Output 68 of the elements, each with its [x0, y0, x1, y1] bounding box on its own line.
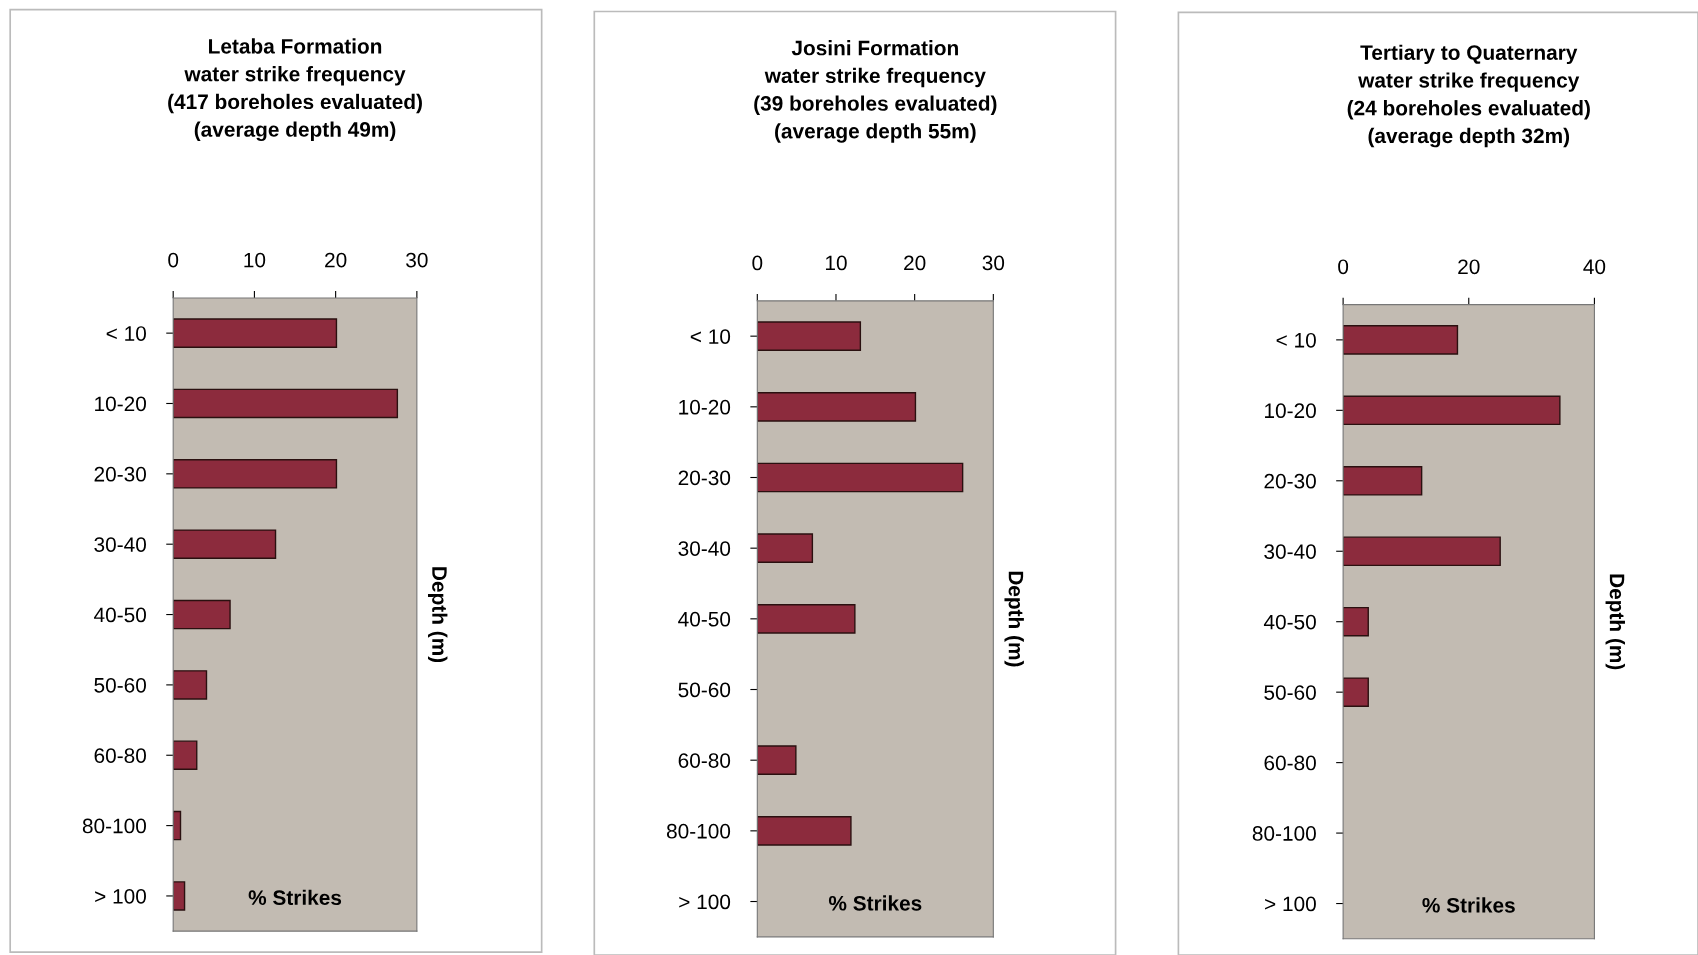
bar — [1343, 395, 1561, 426]
chart-title: Letaba Formation water strike frequency (417 boreholes evaluated) (average depth 49m) — [168, 38, 422, 142]
y-tick-label: 50-60 — [1264, 685, 1316, 700]
y-tick-label: 80-100 — [666, 823, 731, 839]
bar — [757, 604, 856, 634]
x-tick-label: 20 — [1458, 259, 1480, 275]
y-tick-label: 60-80 — [94, 748, 146, 763]
bar — [757, 392, 917, 422]
bar — [757, 321, 862, 351]
bar — [173, 388, 399, 419]
y-axis-title: Depth (m) — [427, 567, 448, 663]
x-tick-label: 10 — [244, 252, 266, 268]
y-tick-label: 80-100 — [82, 818, 146, 834]
y-tick-label: 80-100 — [1252, 826, 1316, 841]
y-tick-label: 50-60 — [678, 682, 731, 698]
y-tick-label: 40-50 — [1263, 614, 1316, 630]
chart-title: Josini Formation water strike frequency (39 boreholes evaluated) (average depth 55m) — [754, 40, 997, 143]
x-axis-title: % Strikes — [1422, 897, 1515, 913]
x-tick-label: 20 — [325, 252, 347, 268]
bar — [173, 459, 338, 489]
bar — [173, 670, 208, 700]
y-tick-label: 20-30 — [1264, 473, 1316, 489]
bar — [1343, 536, 1501, 567]
bar — [173, 599, 231, 630]
y-tick-label: < 10 — [106, 326, 146, 341]
x-tick-label: 10 — [825, 255, 847, 271]
bar — [1343, 466, 1423, 496]
x-axis-title: % Strikes — [248, 889, 342, 906]
bar — [757, 816, 852, 846]
bar — [1343, 325, 1459, 355]
y-axis-title: Depth (m) — [1004, 571, 1024, 667]
bar — [1343, 677, 1369, 707]
y-tick-label: 30-40 — [678, 541, 731, 556]
y-tick-label: 30-40 — [94, 537, 146, 552]
y-tick-label: < 10 — [690, 329, 731, 344]
x-tick-label: 0 — [168, 252, 179, 268]
x-tick-label: 30 — [406, 252, 428, 268]
bar — [1343, 606, 1369, 637]
y-tick-label: 10-20 — [95, 396, 146, 412]
y-tick-label: 60-80 — [678, 753, 731, 768]
bar — [757, 745, 797, 776]
y-tick-label: 20-30 — [678, 470, 731, 486]
bar — [173, 740, 198, 771]
x-tick-label: 40 — [1583, 259, 1606, 275]
y-tick-label: 50-60 — [94, 677, 146, 693]
y-tick-label: 40-50 — [94, 607, 146, 623]
bar — [173, 318, 338, 348]
x-tick-label: 0 — [1338, 259, 1349, 275]
y-tick-label: 20-30 — [94, 466, 146, 482]
y-tick-label: 30-40 — [1264, 544, 1316, 559]
y-tick-label: 40-50 — [678, 611, 731, 627]
y-tick-label: 10-20 — [1265, 403, 1316, 419]
chart-title: Tertiary to Quaternary water strike frequency (24 boreholes evaluated) (average depth 32m) — [1347, 44, 1590, 148]
y-tick-label: 10-20 — [679, 399, 731, 415]
bar — [173, 881, 186, 911]
x-axis-title: % Strikes — [828, 895, 922, 911]
y-tick-label: > 100 — [95, 888, 146, 904]
bar — [757, 533, 814, 563]
bar — [757, 462, 964, 493]
y-tick-label: < 10 — [1276, 332, 1316, 348]
y-tick-label: 60-80 — [1264, 755, 1316, 771]
x-tick-label: 30 — [982, 255, 1005, 271]
y-tick-label: > 100 — [1265, 896, 1316, 912]
bar — [173, 529, 277, 559]
x-tick-label: 20 — [904, 255, 926, 271]
y-tick-label: > 100 — [679, 894, 731, 910]
y-axis-title: Depth (m) — [1605, 574, 1625, 670]
x-tick-label: 0 — [752, 255, 763, 271]
